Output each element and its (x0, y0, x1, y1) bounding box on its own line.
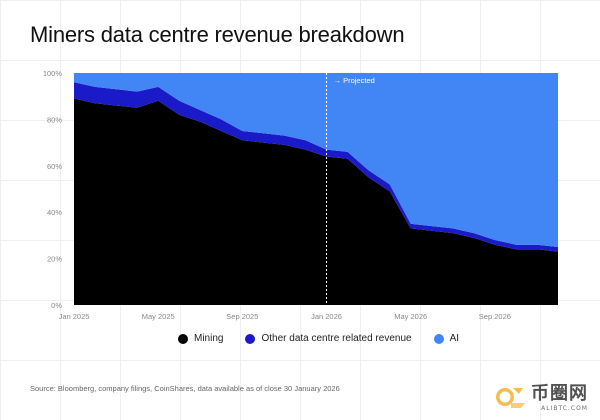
projection-label: → Projected (334, 76, 375, 85)
chart-title: Miners data centre revenue breakdown (30, 22, 405, 47)
y-tick-label: 20% (47, 255, 62, 264)
watermark: 币圈网 ALIBTC.COM (493, 379, 588, 412)
coin-logo-icon (496, 387, 525, 408)
x-tick-label: May 2025 (142, 312, 175, 321)
y-tick-label: 80% (47, 115, 62, 124)
legend-item-other: Other data centre related revenue (245, 333, 412, 344)
legend-swatch-mining (178, 333, 188, 344)
legend-label-ai: AI (449, 333, 460, 344)
watermark-url: ALIBTC.COM (541, 405, 588, 412)
area-series-ai (74, 73, 558, 247)
area-series-other-data-centre-related-revenue (74, 82, 558, 252)
x-tick-label: Sep 2025 (226, 312, 258, 321)
source-note: Source: Bloomberg, company filings, Coin… (30, 384, 340, 393)
y-tick-label: 0% (51, 301, 62, 310)
x-tick-label: Jan 2025 (59, 312, 90, 321)
y-tick-label: 40% (47, 208, 62, 217)
x-tick-label: May 2026 (394, 312, 427, 321)
watermark-text: 币圈网 (531, 383, 588, 404)
legend-label-other: Other data centre related revenue (261, 333, 412, 344)
chart-legend: Mining Other data centre related revenue… (178, 333, 459, 344)
legend-swatch-ai (433, 333, 444, 344)
area-series-mining (74, 98, 558, 305)
x-tick-label: Jan 2026 (311, 312, 342, 321)
y-tick-label: 60% (47, 162, 62, 171)
legend-swatch-other (245, 333, 256, 344)
y-tick-label: 100% (43, 69, 63, 78)
legend-item-ai: AI (433, 333, 460, 344)
x-tick-label: Sep 2026 (479, 312, 511, 321)
legend-label-mining: Mining (194, 333, 224, 344)
legend-item-mining: Mining (178, 333, 223, 344)
